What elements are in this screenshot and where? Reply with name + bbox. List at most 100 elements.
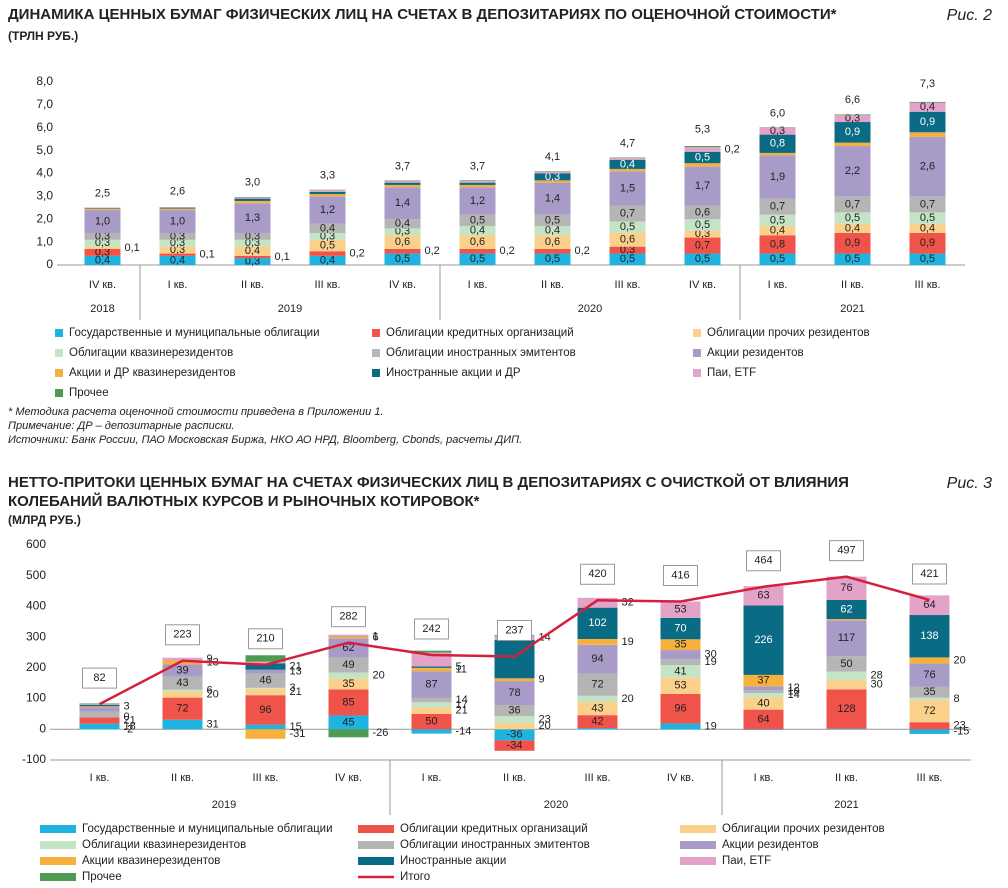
bar-segment [234, 255, 271, 259]
data-label: 0,4 [920, 101, 935, 113]
data-label: 37 [757, 675, 769, 687]
bar-segment [245, 663, 286, 670]
data-label: 96 [259, 704, 271, 716]
bar-segment [743, 693, 784, 698]
bar-segment [534, 235, 571, 249]
data-label: 62 [342, 642, 354, 654]
data-label: 63 [757, 590, 769, 602]
total-label: 3,0 [245, 176, 260, 188]
bar-segment [162, 676, 203, 690]
bar-segment [743, 586, 784, 606]
bar-segment [411, 666, 452, 668]
bar-segment [577, 728, 618, 730]
bar-segment [245, 655, 286, 662]
data-label: 9 [539, 674, 545, 686]
bar-segment [826, 728, 867, 730]
bar-segment [459, 226, 496, 236]
bar-segment [609, 232, 646, 247]
bar-segment [609, 159, 646, 169]
total-box [248, 628, 283, 650]
bar-segment [162, 657, 203, 661]
total-box [414, 618, 449, 640]
legend-label: Облигации иностранных эмитентов [400, 839, 590, 851]
data-label: 1,2 [470, 195, 485, 207]
y-tick-label: 0 [39, 721, 46, 735]
data-label: 6 [207, 684, 213, 696]
bar-segment [328, 715, 369, 730]
data-label: -26 [373, 727, 389, 739]
total-label: 5,3 [695, 124, 710, 136]
data-label: 1,3 [245, 212, 260, 224]
bar-segment [684, 219, 721, 231]
data-label: 0,9 [920, 116, 935, 128]
bar-segment [534, 253, 571, 265]
data-label: 19 [622, 636, 634, 648]
bar-segment [459, 181, 496, 183]
data-label: 45 [342, 716, 354, 728]
bar-segment [79, 729, 120, 730]
legend-label: Прочее [82, 871, 122, 883]
bar-segment [459, 187, 496, 215]
y-tick-label: 6,0 [36, 120, 53, 134]
bar-segment [159, 232, 196, 240]
bar-segment [577, 644, 618, 674]
data-label: 46 [259, 675, 271, 687]
data-label: 2,6 [920, 161, 935, 173]
bar-segment [609, 221, 646, 233]
bar-segment [577, 673, 618, 696]
data-label: 0,9 [845, 126, 860, 138]
bar-segment [309, 255, 346, 265]
bar-segment [411, 729, 452, 734]
bar-segment [245, 673, 286, 688]
bar-segment [84, 239, 121, 247]
y-tick-label: 3,0 [36, 189, 53, 203]
bar-segment [84, 232, 121, 240]
bar-segment [162, 697, 203, 720]
bar-segment [459, 214, 496, 227]
group-label: 2021 [840, 303, 864, 315]
data-label: 0,3 [95, 246, 110, 258]
data-label: 0,7 [845, 198, 860, 210]
data-label: 0,4 [95, 254, 110, 266]
bar-segment [411, 697, 452, 703]
x-tick-label: III кв. [917, 772, 943, 784]
bar-segment [909, 595, 950, 616]
bar-segment [494, 723, 535, 730]
legend-label: Паи, ETF [707, 367, 756, 379]
bar-segment [384, 253, 421, 265]
bar-segment [834, 146, 871, 197]
data-label: 0,6 [695, 206, 710, 218]
bar-segment [909, 615, 950, 658]
bar-segment [159, 246, 196, 254]
data-label: 0,5 [845, 253, 860, 265]
legend-label: Паи, ETF [722, 855, 771, 867]
bar-segment [159, 239, 196, 247]
bar-segment [245, 661, 286, 664]
total-label: 2,5 [95, 188, 110, 200]
footnote: Примечание: ДР – депозитарные расписки. [8, 420, 235, 432]
bar-segment [234, 258, 271, 265]
data-label: 0,3 [245, 255, 260, 267]
data-label: 30 [871, 679, 883, 691]
bar-segment [834, 212, 871, 224]
data-label: -31 [290, 728, 306, 740]
bar-segment [834, 223, 871, 233]
legend-label: Облигации кредитных организаций [386, 327, 574, 339]
data-label: 0,3 [170, 237, 185, 249]
data-label: -34 [507, 739, 523, 751]
data-label: -36 [507, 729, 523, 741]
bar-segment [84, 208, 121, 211]
data-label: 0,3 [545, 171, 560, 183]
legend-label: Иностранные акции и ДР [386, 367, 521, 379]
data-label: 0,5 [770, 214, 785, 226]
bar-segment [84, 248, 121, 256]
data-label: 9 [207, 653, 213, 665]
bar-segment [743, 697, 784, 710]
bar-segment [411, 713, 452, 730]
legend-label: Прочее [69, 387, 109, 399]
bar-segment [743, 709, 784, 730]
legend-swatch [55, 329, 63, 337]
data-label: 49 [342, 659, 354, 671]
bar-segment [743, 605, 784, 675]
bar-segment [384, 187, 421, 220]
